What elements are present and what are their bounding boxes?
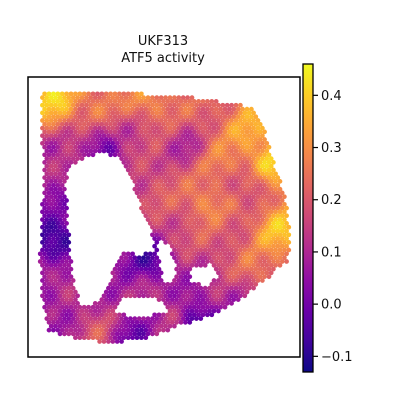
spot xyxy=(110,339,115,344)
spot xyxy=(82,335,87,340)
spot xyxy=(128,293,133,298)
spot xyxy=(124,293,129,298)
chart-subtitle: ATF5 activity xyxy=(121,51,205,66)
spot xyxy=(115,339,120,344)
spots-layer xyxy=(38,91,291,343)
spot xyxy=(198,316,203,321)
spot xyxy=(236,297,241,302)
spot xyxy=(73,160,78,165)
spot xyxy=(58,332,63,337)
spot xyxy=(102,149,107,154)
spot xyxy=(141,293,146,298)
spot xyxy=(143,335,148,340)
spot xyxy=(137,293,142,298)
spot xyxy=(91,152,96,157)
spot xyxy=(154,332,159,337)
colorbar xyxy=(303,64,313,372)
spot xyxy=(172,324,177,329)
colorbar-tick-label: 0.1 xyxy=(321,245,342,260)
spot xyxy=(194,316,199,321)
spot xyxy=(179,320,184,325)
spot xyxy=(102,339,107,344)
spot xyxy=(77,335,82,340)
colorbar-tick-label: 0.0 xyxy=(321,298,342,313)
spot xyxy=(47,328,52,333)
spot xyxy=(150,293,155,298)
spot xyxy=(135,335,140,340)
spot xyxy=(66,332,71,337)
spot xyxy=(119,339,124,344)
spot xyxy=(130,335,135,340)
spot xyxy=(97,149,102,154)
spot xyxy=(163,240,168,245)
spot xyxy=(106,339,111,344)
spot xyxy=(216,309,221,314)
spot xyxy=(108,152,113,157)
spot xyxy=(132,293,137,298)
spot xyxy=(198,263,203,268)
colorbar-ticks: −0.1 0.0 0.1 0.2 0.3 0.4 xyxy=(313,89,353,365)
spot xyxy=(242,293,247,298)
spot xyxy=(251,286,256,291)
spot xyxy=(203,263,208,268)
spot xyxy=(229,301,234,306)
spot xyxy=(51,328,56,333)
colorbar-tick-label: −0.1 xyxy=(321,350,353,365)
spot xyxy=(150,332,155,337)
spot xyxy=(284,259,289,264)
spot xyxy=(91,335,96,340)
spot xyxy=(223,305,228,310)
colorbar-tick-label: 0.4 xyxy=(321,89,342,104)
spot xyxy=(139,335,144,340)
spot xyxy=(187,320,192,325)
spot xyxy=(86,335,91,340)
spot xyxy=(126,335,131,340)
spot xyxy=(97,339,102,344)
colorbar-tick-label: 0.2 xyxy=(321,193,342,208)
spot xyxy=(267,274,272,279)
spot xyxy=(278,263,283,268)
spot xyxy=(113,152,118,157)
spot xyxy=(194,263,199,268)
spot xyxy=(62,332,67,337)
chart-title: UKF313 xyxy=(138,34,188,49)
spot xyxy=(161,328,166,333)
spot xyxy=(157,297,162,302)
spot xyxy=(260,278,265,283)
spot xyxy=(205,312,210,317)
spot xyxy=(146,293,151,298)
spot xyxy=(165,328,170,333)
spot xyxy=(73,335,78,340)
spot xyxy=(80,156,85,161)
spot xyxy=(183,320,188,325)
spot xyxy=(209,312,214,317)
colorbar-tick-label: 0.3 xyxy=(321,141,342,156)
spot xyxy=(86,152,91,157)
